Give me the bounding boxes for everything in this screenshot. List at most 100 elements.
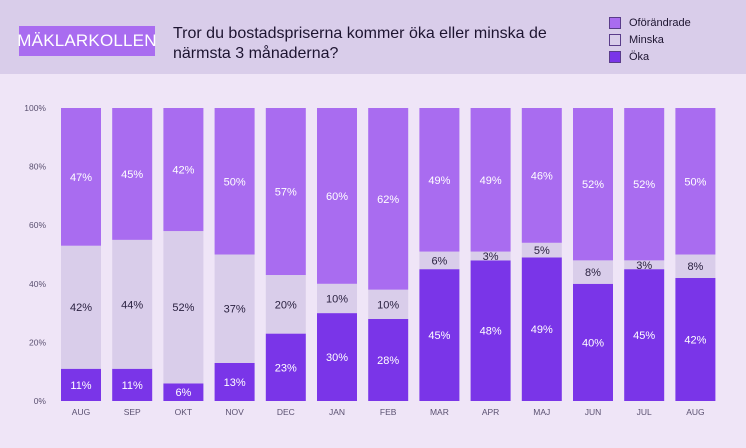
x-tick-label: DEC: [277, 407, 295, 417]
data-label-minska: 3%: [483, 251, 499, 263]
bar-segment-oka: [521, 257, 562, 401]
bar-segment-minska: [214, 254, 255, 363]
data-label-oforandrade: 45%: [121, 169, 143, 181]
data-label-oforandrade: 50%: [684, 176, 706, 188]
x-tick-label: OKT: [175, 407, 192, 417]
data-label-oka: 11%: [122, 380, 143, 392]
legend-item-oka: Öka: [609, 48, 691, 65]
bar-segment-oforandrade: [470, 108, 511, 252]
legend-label-oka: Öka: [629, 50, 650, 63]
bar-segment-oka: [112, 368, 153, 401]
x-tick-label: JAN: [329, 407, 345, 417]
data-label-oka: 42%: [684, 334, 706, 346]
data-label-minska: 42%: [70, 302, 92, 314]
bar-segment-oka: [419, 269, 460, 401]
data-label-minska: 37%: [224, 304, 246, 316]
data-label-minska: 5%: [534, 245, 550, 257]
bar-segment-minska: [624, 260, 665, 270]
data-label-minska: 44%: [121, 299, 143, 311]
bar-segment-oforandrade: [624, 108, 665, 261]
data-label-oka: 28%: [377, 355, 399, 367]
data-label-oforandrade: 47%: [70, 172, 92, 184]
legend-swatch-oforandrade: [609, 16, 621, 29]
data-label-oforandrade: 52%: [633, 179, 655, 191]
header-band: MÄKLARKOLLEN Tror du bostadspriserna kom…: [0, 0, 746, 74]
bar-segment-oka: [675, 277, 716, 401]
data-label-oforandrade: 57%: [275, 187, 297, 199]
data-label-oka: 45%: [428, 330, 450, 342]
legend-swatch-oka: [609, 50, 621, 63]
legend-label-oforandrade: Oförändrade: [629, 16, 691, 29]
bar-segment-oka: [214, 362, 255, 401]
bar-segment-oka: [163, 383, 204, 401]
legend-item-oforandrade: Oförändrade: [609, 14, 691, 31]
brand-logo: MÄKLARKOLLEN: [17, 26, 157, 56]
data-label-oforandrade: 49%: [428, 175, 450, 187]
bar-segment-minska: [163, 231, 204, 384]
y-tick-label: 20%: [29, 337, 46, 347]
bar-segment-oka: [470, 260, 511, 401]
data-label-oforandrade: 62%: [377, 194, 399, 206]
data-label-minska: 8%: [585, 267, 601, 279]
bar-segment-oforandrade: [163, 108, 204, 232]
bar-segment-minska: [61, 245, 101, 369]
data-label-oforandrade: 52%: [582, 179, 604, 191]
bar-segment-oforandrade: [317, 108, 357, 284]
bar-segment-oforandrade: [112, 108, 153, 240]
x-tick-label: MAR: [430, 407, 449, 417]
data-label-oka: 6%: [175, 387, 191, 399]
data-label-oforandrade: 49%: [480, 175, 502, 187]
y-tick-label: 40%: [29, 279, 46, 289]
bar-segment-oforandrade: [61, 108, 101, 246]
data-label-minska: 3%: [636, 260, 652, 272]
bar-segment-oforandrade: [675, 108, 716, 255]
data-label-oka: 48%: [480, 326, 502, 338]
bar-segment-minska: [368, 289, 409, 319]
bar-segment-minska: [112, 239, 153, 369]
data-label-minska: 8%: [687, 261, 703, 273]
data-label-oforandrade: 60%: [326, 191, 348, 203]
legend: Oförändrade Minska Öka: [609, 14, 691, 65]
y-tick-label: 100%: [24, 103, 46, 113]
data-label-minska: 6%: [431, 255, 447, 267]
y-tick-label: 80%: [29, 162, 46, 172]
bar-segment-oforandrade: [368, 108, 409, 290]
x-tick-label: AUG: [686, 407, 704, 417]
x-tick-label: NOV: [225, 407, 244, 417]
bar-segment-minska: [573, 260, 613, 284]
bar-segment-oforandrade: [573, 108, 613, 261]
x-tick-label: JUL: [637, 407, 652, 417]
bar-segment-oka: [317, 313, 357, 401]
x-tick-label: MAJ: [533, 407, 550, 417]
x-tick-label: SEP: [124, 407, 141, 417]
data-label-oka: 45%: [633, 330, 655, 342]
data-label-oka: 30%: [326, 352, 348, 364]
data-label-minska: 52%: [172, 302, 194, 314]
bar-segment-oforandrade: [419, 108, 460, 252]
bar-segment-oforandrade: [521, 108, 562, 243]
x-tick-label: JUN: [585, 407, 602, 417]
bar-segment-oforandrade: [265, 108, 306, 276]
x-tick-label: APR: [482, 407, 499, 417]
y-tick-label: 0%: [34, 396, 47, 406]
legend-item-minska: Minska: [609, 31, 691, 48]
y-tick-label: 60%: [29, 220, 46, 230]
data-label-oka: 13%: [224, 377, 246, 389]
bar-segment-minska: [419, 251, 460, 270]
data-label-oforandrade: 50%: [224, 176, 246, 188]
data-label-oka: 49%: [531, 324, 553, 336]
legend-swatch-minska: [609, 33, 621, 46]
bar-segment-oka: [61, 368, 101, 401]
data-label-minska: 10%: [326, 293, 348, 305]
data-label-oka: 40%: [582, 337, 604, 349]
bar-segment-oka: [265, 333, 306, 401]
data-label-oforandrade: 42%: [172, 165, 194, 177]
bar-segment-minska: [521, 242, 562, 258]
x-tick-label: FEB: [380, 407, 397, 417]
bar-segment-oka: [624, 269, 665, 401]
bar-segment-minska: [265, 275, 306, 334]
bar-segment-minska: [675, 254, 716, 278]
bar-segment-minska: [470, 251, 511, 261]
data-label-minska: 20%: [275, 299, 297, 311]
